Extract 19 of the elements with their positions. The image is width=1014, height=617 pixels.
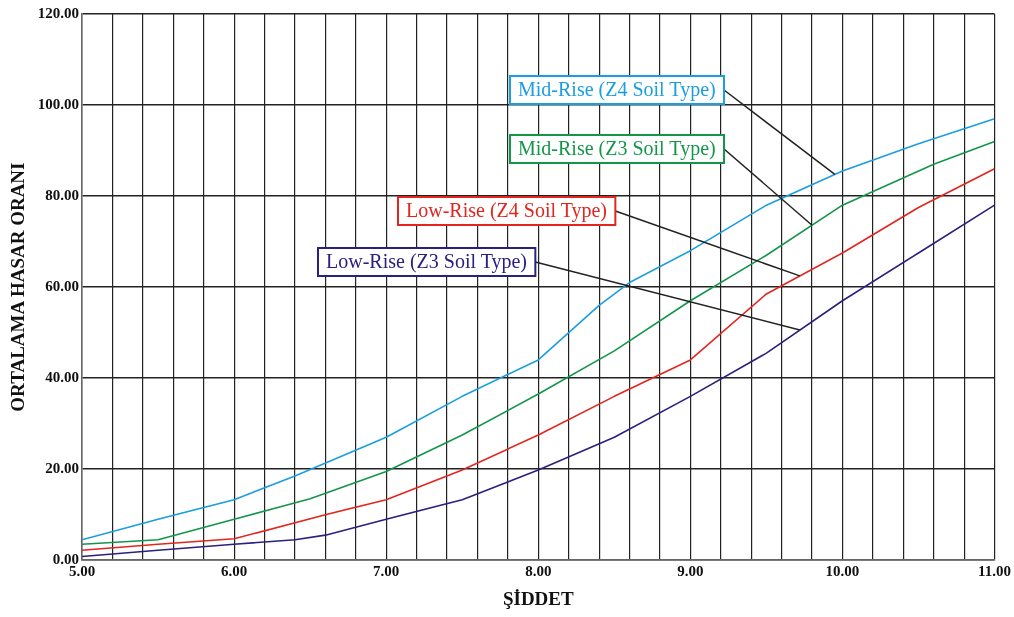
y-tick-label: 100.00 bbox=[37, 95, 80, 112]
x-tick-label: 9.00 bbox=[677, 563, 704, 580]
x-tick-label: 5.00 bbox=[68, 563, 96, 580]
text: Low-Rise (Z4 Soil Type) bbox=[406, 199, 607, 223]
y-tick-label: 80.00 bbox=[45, 186, 80, 203]
y-axis-title: ORTALAMA HASAR ORANI bbox=[7, 162, 29, 412]
y-tick-label: 40.00 bbox=[45, 369, 80, 386]
x-tick-label: 8.00 bbox=[525, 563, 552, 580]
text: Mid-Rise (Z3 Soil Type) bbox=[518, 137, 716, 161]
x-tick-label: 10.00 bbox=[825, 563, 860, 580]
x-axis-title: ŞİDDET bbox=[502, 587, 574, 609]
x-tick-label: 11.00 bbox=[978, 563, 1012, 580]
y-tick-label: 20.00 bbox=[45, 460, 80, 477]
x-tick-label: 7.00 bbox=[373, 563, 400, 580]
y-tick-label: 60.00 bbox=[45, 277, 80, 294]
x-tick-label: 6.00 bbox=[221, 563, 248, 580]
y-tick-label: 120.00 bbox=[37, 4, 80, 21]
text: Mid-Rise (Z4 Soil Type) bbox=[518, 78, 716, 102]
text: Low-Rise (Z3 Soil Type) bbox=[326, 250, 527, 274]
